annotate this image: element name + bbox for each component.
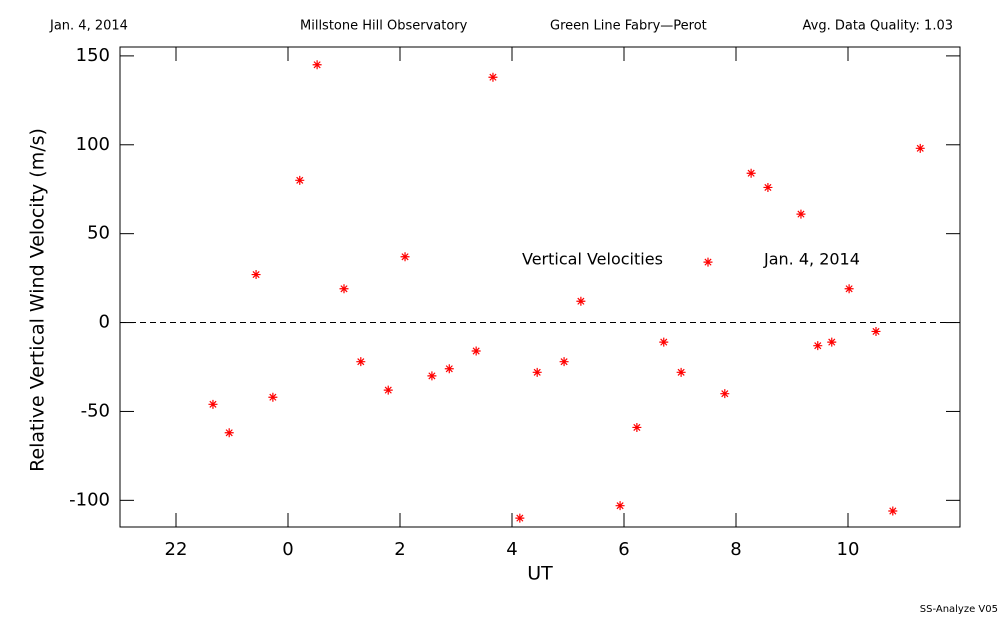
annotation: Vertical Velocities (522, 250, 663, 269)
data-point (871, 326, 881, 336)
data-point (312, 60, 322, 70)
plot-frame (119, 46, 961, 528)
data-point (224, 428, 234, 438)
y-axis-label: Relative Vertical Wind Velocity (m/s) (27, 128, 49, 472)
data-point (576, 296, 586, 306)
data-point (208, 399, 218, 409)
x-axis-label: UT (527, 563, 553, 585)
y-tick-label: 0 (99, 312, 110, 333)
data-point (888, 506, 898, 516)
y-tick-label: 100 (76, 134, 110, 155)
data-point (295, 175, 305, 185)
x-tick-label: 22 (165, 539, 188, 560)
data-point (676, 367, 686, 377)
header-instrument: Green Line Fabry—Perot (550, 19, 707, 34)
data-point (471, 346, 481, 356)
y-tick-label: -50 (81, 400, 110, 421)
x-tick-label: 6 (618, 539, 629, 560)
header-date: Jan. 4, 2014 (49, 19, 128, 34)
x-tick-label: 8 (730, 539, 741, 560)
annotation: Jan. 4, 2014 (763, 250, 860, 269)
data-point (515, 513, 525, 523)
data-point (703, 257, 713, 267)
data-point (763, 182, 773, 192)
data-point (632, 422, 642, 432)
data-point (659, 337, 669, 347)
data-point (488, 72, 498, 82)
data-point (615, 501, 625, 511)
data-point (915, 143, 925, 153)
data-point (339, 284, 349, 294)
data-point (827, 337, 837, 347)
data-point (559, 357, 569, 367)
data-point (383, 385, 393, 395)
data-point (844, 284, 854, 294)
y-tick-label: 150 (76, 45, 110, 66)
header-quality: Avg. Data Quality: 1.03 (803, 19, 953, 34)
x-tick-label: 10 (837, 539, 860, 560)
data-point (251, 270, 261, 280)
data-point (720, 389, 730, 399)
x-tick-label: 0 (282, 539, 293, 560)
data-point (268, 392, 278, 402)
data-point (427, 371, 437, 381)
footer: SS-Analyze V05 (920, 604, 998, 615)
data-point (400, 252, 410, 262)
header-observatory: Millstone Hill Observatory (300, 19, 468, 34)
x-tick-label: 2 (394, 539, 405, 560)
x-tick-label: 4 (506, 539, 517, 560)
data-point (356, 357, 366, 367)
data-point (813, 341, 823, 351)
data-point (444, 364, 454, 374)
data-point (746, 168, 756, 178)
y-tick-label: -100 (69, 489, 110, 510)
data-point (532, 367, 542, 377)
y-tick-label: 50 (87, 223, 110, 244)
data-point (796, 209, 806, 219)
